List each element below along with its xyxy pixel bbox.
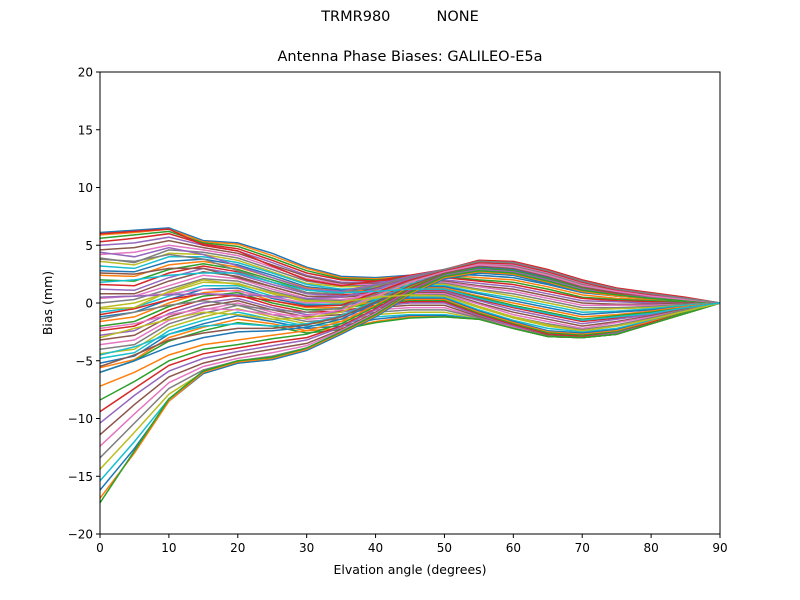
x-tick-label: 0 [96,541,104,555]
x-tick-label: 20 [230,541,245,555]
suptitle-radome: NONE [436,9,479,25]
y-tick-label: 0 [85,297,93,311]
x-tick-label: 80 [643,541,658,555]
x-tick-label: 90 [712,541,727,555]
y-tick-label: −10 [68,412,93,426]
series-line [99,279,721,332]
series-line [99,284,721,333]
y-tick-label: 15 [78,123,93,137]
x-tick-label: 30 [299,541,314,555]
y-tick-label: −20 [68,528,93,542]
series-line [99,265,721,368]
series-line [99,264,721,330]
x-tick-label: 70 [575,541,590,555]
x-tick-label: 50 [437,541,452,555]
x-tick-label: 10 [161,541,176,555]
y-tick-label: 20 [78,66,93,80]
data-lines [99,227,721,504]
y-tick-label: −5 [75,354,93,368]
y-tick-label: 10 [78,181,93,195]
y-tick-label: 5 [85,239,93,253]
x-tick-label: 40 [368,541,383,555]
x-axis-label: Elvation angle (degrees) [333,562,486,577]
series-line [99,272,721,322]
series-line [99,249,721,309]
y-axis-ticks: −20 −15 −10 −5 0 5 10 15 20 [68,66,100,542]
series-line [99,253,721,304]
chart-title: Antenna Phase Biases: GALILEO-E5a [277,49,543,65]
series-line [99,269,721,504]
series-line [99,289,721,335]
y-axis-label: Bias (mm) [40,271,55,335]
series-line [99,297,721,339]
series-line [99,302,721,374]
series-line [99,291,721,337]
series-line [99,271,721,499]
suptitle-antenna: TRMR980 [321,9,391,25]
series-line [99,228,721,304]
figure-suptitle: TRMR980 NONE [0,9,800,25]
x-tick-label: 60 [506,541,521,555]
y-tick-label: −15 [68,470,93,484]
x-axis-ticks: 0 10 20 30 40 50 60 70 80 90 [96,534,728,555]
